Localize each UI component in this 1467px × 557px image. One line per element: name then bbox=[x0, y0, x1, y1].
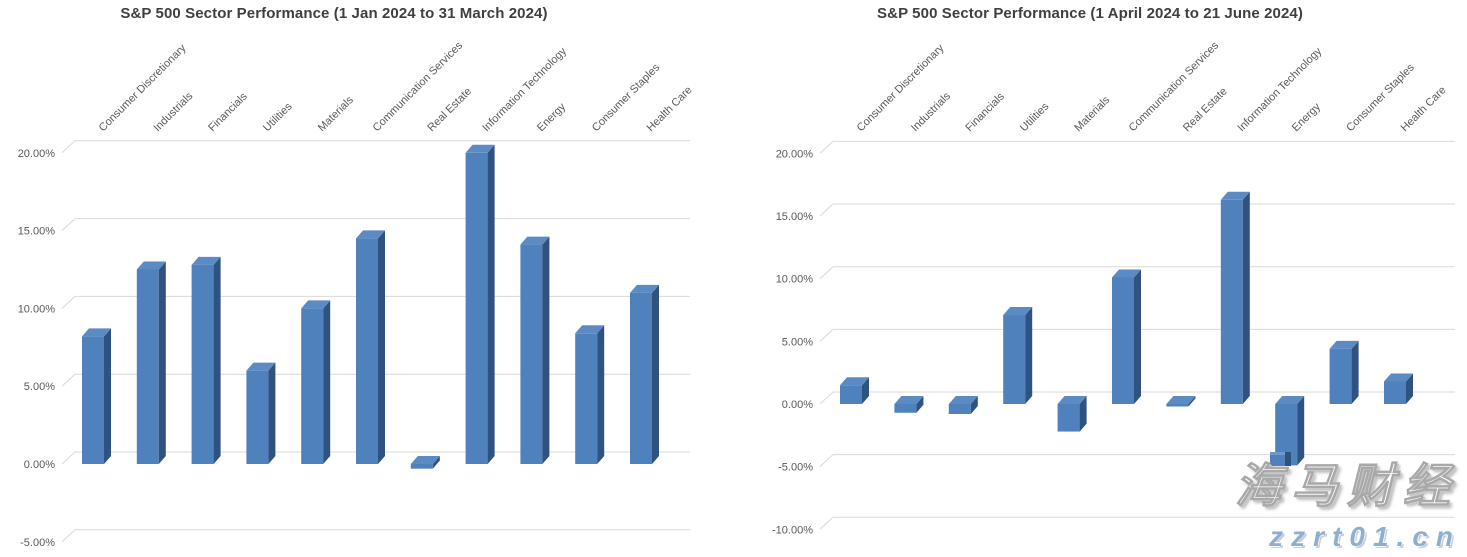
category-label-real-estate: Real Estate bbox=[425, 85, 474, 134]
category-label-communication-services: Communication Services bbox=[1127, 39, 1222, 134]
category-label-utilities: Utilities bbox=[1018, 100, 1052, 134]
bar-utilities bbox=[246, 362, 276, 464]
chart-title-q1: S&P 500 Sector Performance (1 Jan 2024 t… bbox=[120, 5, 548, 22]
y-axis-tick-label: -10.00% bbox=[772, 524, 813, 536]
bar-information-technology bbox=[1220, 191, 1250, 404]
y-axis-tick-label: 15.00% bbox=[18, 226, 56, 238]
chart-q1-2024: S&P 500 Sector Performance (1 Jan 2024 t… bbox=[0, 0, 733, 557]
category-label-industrials: Industrials bbox=[151, 90, 195, 134]
y-axis-tick-label: 10.00% bbox=[18, 303, 56, 315]
y-axis-tick-label: 15.00% bbox=[776, 211, 814, 223]
bar-real-estate bbox=[1166, 396, 1196, 407]
bar-health-care bbox=[1384, 373, 1413, 404]
y-axis-tick-label: -5.00% bbox=[20, 537, 55, 549]
bar-energy bbox=[520, 236, 550, 464]
bar-real-estate bbox=[410, 456, 440, 469]
category-label-industrials: Industrials bbox=[909, 90, 953, 134]
chart-canvas-q1: 20.00% 15.00% 10.00% 5.00% 0.00% -5.00% Consum… bbox=[18, 39, 695, 549]
chart-canvas-q2: 20.00% 15.00% 10.00% 5.00% 0.00% -5.00% -10.00… bbox=[772, 39, 1455, 536]
y-axis-tick-label: 0.00% bbox=[782, 399, 813, 411]
bar-information-technology bbox=[465, 144, 495, 465]
bar-communication-services bbox=[1112, 269, 1141, 404]
category-label-financials: Financials bbox=[963, 90, 1007, 134]
gridline bbox=[819, 516, 1455, 530]
category-label-communication-services: Communication Services bbox=[371, 39, 466, 134]
category-label-financials: Financials bbox=[206, 90, 250, 134]
bar-consumer-staples bbox=[1329, 340, 1359, 404]
bar-health-care bbox=[630, 284, 659, 464]
bar-consumer-discretionary bbox=[82, 328, 111, 464]
y-axis-tick-label: 10.00% bbox=[776, 274, 814, 286]
y-axis-tick-label: 5.00% bbox=[24, 381, 55, 393]
bar-energy bbox=[1275, 396, 1305, 466]
bar-industrials bbox=[894, 396, 924, 413]
gridline bbox=[819, 454, 1455, 468]
category-label-consumer-discretionary: Consumer Discretionary bbox=[97, 42, 189, 134]
y-axis-tick-label: 0.00% bbox=[24, 459, 55, 471]
gridline bbox=[61, 529, 690, 543]
gridline bbox=[61, 218, 690, 231]
category-label-real-estate: Real Estate bbox=[1181, 85, 1230, 134]
chart-q2-2024: S&P 500 Sector Performance (1 April 2024… bbox=[733, 0, 1466, 557]
category-label-health-care: Health Care bbox=[645, 84, 695, 134]
y-axis-tick-label: 20.00% bbox=[776, 148, 814, 160]
bar-financials bbox=[191, 256, 221, 464]
category-label-consumer-discretionary: Consumer Discretionary bbox=[855, 42, 947, 134]
gridline bbox=[61, 140, 690, 154]
category-label-utilities: Utilities bbox=[261, 100, 295, 134]
category-label-energy: Energy bbox=[1290, 101, 1323, 134]
y-axis-tick-label: 20.00% bbox=[18, 148, 56, 160]
category-label-materials: Materials bbox=[1072, 94, 1112, 134]
y-axis-tick-label: 5.00% bbox=[782, 336, 813, 348]
bar-materials bbox=[301, 300, 331, 464]
gridline bbox=[819, 140, 1455, 154]
bar-communication-services bbox=[356, 230, 385, 464]
y-axis-tick-label: -5.00% bbox=[778, 462, 813, 474]
bar-consumer-staples bbox=[575, 325, 605, 464]
bar-consumer-discretionary bbox=[840, 377, 869, 404]
bar-materials bbox=[1057, 396, 1087, 432]
category-label-health-care: Health Care bbox=[1399, 84, 1449, 134]
bar-financials bbox=[948, 396, 978, 415]
category-label-materials: Materials bbox=[316, 94, 356, 134]
category-label-energy: Energy bbox=[535, 101, 568, 134]
gridline bbox=[819, 203, 1455, 217]
bar-utilities bbox=[1003, 307, 1033, 404]
chart-title-q2: S&P 500 Sector Performance (1 April 2024… bbox=[877, 5, 1303, 22]
bar-industrials bbox=[136, 261, 166, 464]
